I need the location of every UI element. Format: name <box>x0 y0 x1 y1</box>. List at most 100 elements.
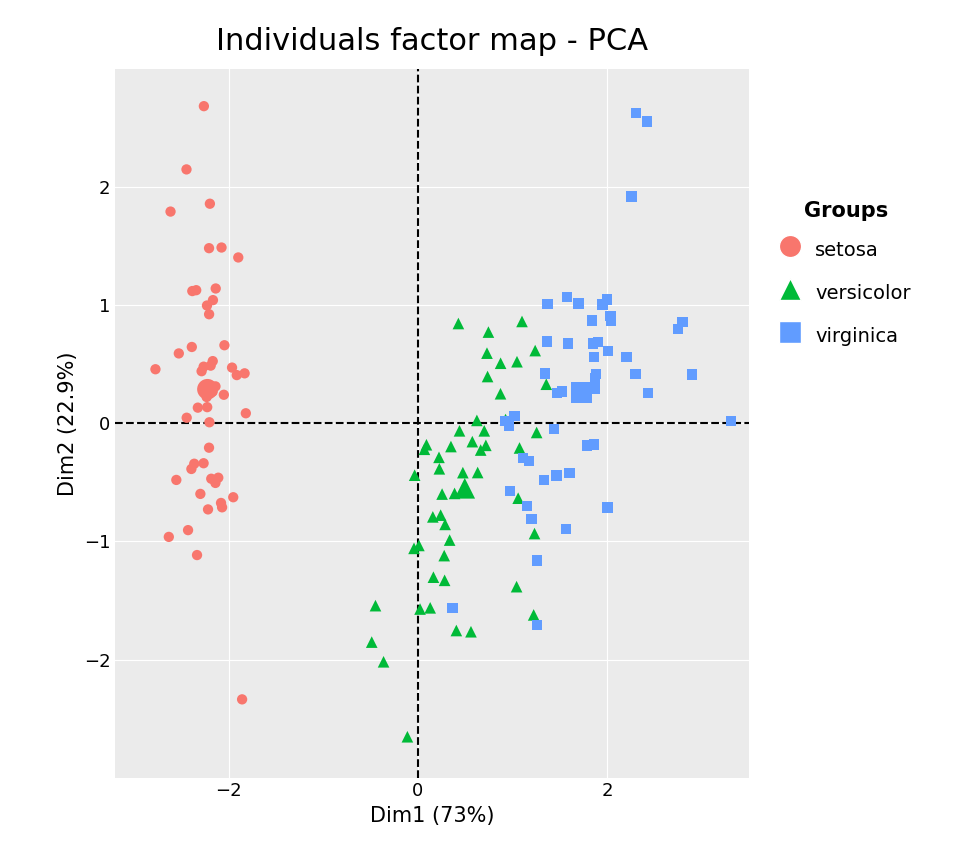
virginica <box>684 367 700 381</box>
setosa <box>214 240 229 254</box>
virginica <box>670 322 685 336</box>
setosa <box>194 365 209 378</box>
versicolor <box>527 527 542 541</box>
Point <box>573 385 588 399</box>
virginica <box>587 382 602 396</box>
setosa <box>196 456 211 470</box>
Point <box>457 481 472 495</box>
setosa <box>207 379 223 393</box>
versicolor <box>539 378 554 391</box>
setosa <box>226 491 241 505</box>
virginica <box>537 473 552 487</box>
virginica <box>595 297 611 311</box>
setosa <box>203 359 218 372</box>
setosa <box>189 548 204 562</box>
setosa <box>171 346 186 360</box>
versicolor <box>479 346 494 360</box>
virginica <box>507 409 522 422</box>
virginica <box>599 293 614 307</box>
virginica <box>590 335 606 349</box>
versicolor <box>432 462 447 476</box>
versicolor <box>464 625 479 638</box>
setosa <box>183 462 199 476</box>
virginica <box>628 367 643 381</box>
virginica <box>516 451 531 465</box>
versicolor <box>448 624 464 638</box>
virginica <box>546 422 562 435</box>
virginica <box>586 337 601 351</box>
setosa <box>229 368 245 382</box>
versicolor <box>512 441 527 454</box>
versicolor <box>438 518 453 531</box>
setosa <box>238 406 253 420</box>
versicolor <box>399 730 415 744</box>
versicolor <box>368 599 383 613</box>
setosa <box>190 401 205 415</box>
setosa <box>184 284 200 298</box>
setosa <box>201 503 216 517</box>
setosa <box>237 366 252 380</box>
virginica <box>624 189 639 203</box>
virginica <box>723 415 738 429</box>
setosa <box>184 340 200 354</box>
versicolor <box>452 424 468 438</box>
versicolor <box>469 414 485 428</box>
versicolor <box>364 635 379 649</box>
virginica <box>559 290 574 304</box>
virginica <box>530 618 545 632</box>
virginica <box>529 554 544 568</box>
versicolor <box>498 413 514 427</box>
setosa <box>213 496 228 510</box>
setosa <box>234 692 250 706</box>
setosa <box>202 416 217 429</box>
versicolor <box>433 508 448 522</box>
virginica <box>639 115 655 129</box>
setosa <box>193 487 208 501</box>
setosa <box>180 524 196 537</box>
versicolor <box>509 580 524 594</box>
virginica <box>600 500 615 514</box>
virginica <box>521 454 537 467</box>
versicolor <box>425 570 441 584</box>
versicolor <box>492 356 508 370</box>
virginica <box>549 468 564 482</box>
versicolor <box>476 424 492 438</box>
Y-axis label: Dim2 (22.9%): Dim2 (22.9%) <box>59 351 78 496</box>
virginica <box>444 600 460 614</box>
setosa <box>203 197 218 211</box>
virginica <box>603 314 618 327</box>
setosa <box>148 362 163 376</box>
virginica <box>618 350 634 364</box>
versicolor <box>437 574 452 588</box>
setosa <box>225 360 240 374</box>
virginica <box>603 309 618 323</box>
versicolor <box>527 344 542 358</box>
virginica <box>628 106 643 120</box>
virginica <box>588 367 604 381</box>
virginica <box>561 337 576 351</box>
X-axis label: Dim1 (73%): Dim1 (73%) <box>370 806 494 826</box>
versicolor <box>510 355 525 369</box>
versicolor <box>437 549 452 562</box>
versicolor <box>411 538 426 552</box>
versicolor <box>435 487 450 501</box>
Legend: setosa, versicolor, virginica: setosa, versicolor, virginica <box>765 185 926 365</box>
setosa <box>200 299 215 313</box>
versicolor <box>481 325 496 339</box>
setosa <box>204 384 220 398</box>
virginica <box>579 439 594 453</box>
setosa <box>179 162 194 176</box>
setosa <box>202 441 217 454</box>
setosa <box>196 99 211 113</box>
versicolor <box>376 655 392 669</box>
virginica <box>562 467 577 480</box>
virginica <box>519 499 535 513</box>
virginica <box>571 296 587 310</box>
setosa <box>214 500 229 514</box>
versicolor <box>470 466 486 480</box>
virginica <box>587 350 602 364</box>
virginica <box>501 419 516 433</box>
setosa <box>163 205 179 219</box>
setosa <box>205 293 221 307</box>
virginica <box>524 512 540 526</box>
